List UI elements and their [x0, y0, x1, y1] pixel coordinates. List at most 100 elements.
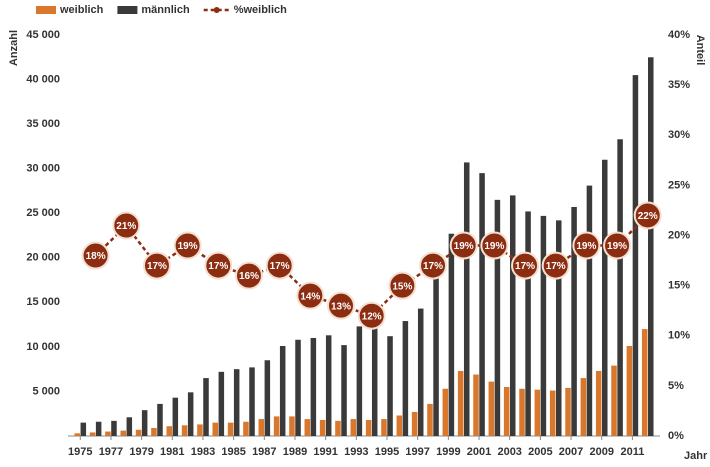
bar — [126, 417, 133, 436]
bar — [258, 419, 265, 436]
bar — [463, 162, 470, 436]
line-point — [541, 251, 570, 280]
y-tick-label: 15 000 — [26, 296, 60, 308]
data-label: 16% — [239, 271, 259, 282]
bar — [212, 422, 219, 436]
legend-swatch — [213, 7, 220, 13]
line-point — [81, 241, 110, 270]
bar — [151, 427, 157, 436]
bar — [448, 233, 455, 436]
y-tick-label: 25 000 — [26, 207, 60, 219]
y-tick-label: 5 000 — [32, 385, 60, 397]
legend-label: %weiblich — [234, 4, 287, 16]
x-tick-label: 1979 — [129, 446, 153, 458]
line-point — [633, 201, 662, 230]
line-point — [204, 251, 233, 280]
data-label: 12% — [362, 311, 382, 322]
data-label: 14% — [300, 291, 320, 302]
bar — [120, 430, 127, 436]
x-tick-label: 1987 — [252, 446, 276, 458]
bar — [233, 369, 240, 436]
bar — [503, 386, 510, 436]
bar — [494, 199, 501, 436]
bar — [519, 388, 525, 436]
x-tick-label: 1997 — [405, 446, 429, 458]
data-label: 17% — [515, 261, 535, 272]
y2-axis-title: Anteil — [694, 35, 706, 66]
data-label: 17% — [270, 261, 290, 272]
data-label: 18% — [86, 251, 106, 262]
bar — [365, 419, 372, 436]
x-tick-label: 2009 — [589, 446, 613, 458]
bar — [586, 185, 593, 436]
y-tick-label: 45 000 — [26, 29, 60, 41]
x-tick-label: 1977 — [99, 446, 123, 458]
x-tick-label: 1981 — [160, 446, 184, 458]
x-tick-label: 2003 — [497, 446, 521, 458]
y2-tick-label: 10% — [668, 330, 690, 342]
y2-tick-label: 20% — [668, 229, 690, 241]
x-tick-label: 1975 — [68, 446, 92, 458]
bar — [273, 416, 280, 436]
x-tick-label: 2011 — [620, 446, 644, 458]
x-tick-label: 2005 — [528, 446, 552, 458]
y-axis-title: Anzahl — [8, 30, 20, 66]
bar — [304, 419, 311, 436]
x-tick-label: 1991 — [313, 446, 337, 458]
bar — [135, 429, 142, 436]
bar — [325, 335, 332, 436]
x-tick-label: 1995 — [375, 446, 399, 458]
line-point — [142, 251, 171, 280]
bar — [381, 419, 387, 436]
legend-swatch — [36, 6, 56, 14]
bar — [157, 403, 163, 436]
bar — [525, 211, 531, 436]
bar — [387, 336, 393, 436]
bar — [227, 422, 234, 436]
bar — [187, 392, 194, 436]
y2-tick-label: 15% — [668, 280, 690, 292]
y-tick-label: 20 000 — [26, 252, 60, 264]
line-point — [173, 231, 202, 260]
bar — [371, 325, 378, 436]
bar — [80, 422, 87, 436]
data-label: 13% — [331, 301, 351, 312]
y2-tick-label: 30% — [668, 129, 690, 141]
bar — [534, 389, 541, 436]
bar — [509, 195, 516, 436]
y-tick-label: 10 000 — [26, 341, 60, 353]
y2-tick-label: 5% — [668, 380, 684, 392]
bar — [249, 367, 255, 436]
legend-label: männlich — [141, 4, 190, 16]
bar — [172, 397, 179, 436]
x-tick-label: 2001 — [467, 446, 491, 458]
bar — [555, 220, 562, 436]
bar — [243, 421, 249, 436]
line-point — [388, 271, 417, 300]
x-tick-label: 1993 — [344, 446, 368, 458]
bar — [580, 378, 587, 436]
bar — [181, 425, 188, 436]
x-tick-label: 1999 — [436, 446, 460, 458]
bar — [264, 360, 271, 436]
bar — [335, 420, 341, 436]
bar — [473, 374, 479, 436]
data-label: 17% — [546, 261, 566, 272]
bar — [457, 370, 464, 436]
y2-tick-label: 40% — [668, 29, 690, 41]
x-tick-label: 1983 — [191, 446, 215, 458]
bar — [295, 339, 301, 436]
bar — [350, 419, 357, 436]
bar — [617, 139, 623, 436]
bar — [319, 419, 326, 436]
bar — [279, 345, 286, 436]
bar — [402, 321, 409, 436]
y2-tick-label: 35% — [668, 79, 690, 91]
line-point — [572, 231, 601, 260]
line-point — [603, 231, 632, 260]
bar — [310, 337, 317, 436]
bar — [601, 159, 608, 436]
line-point — [326, 291, 355, 320]
bar — [549, 390, 556, 436]
